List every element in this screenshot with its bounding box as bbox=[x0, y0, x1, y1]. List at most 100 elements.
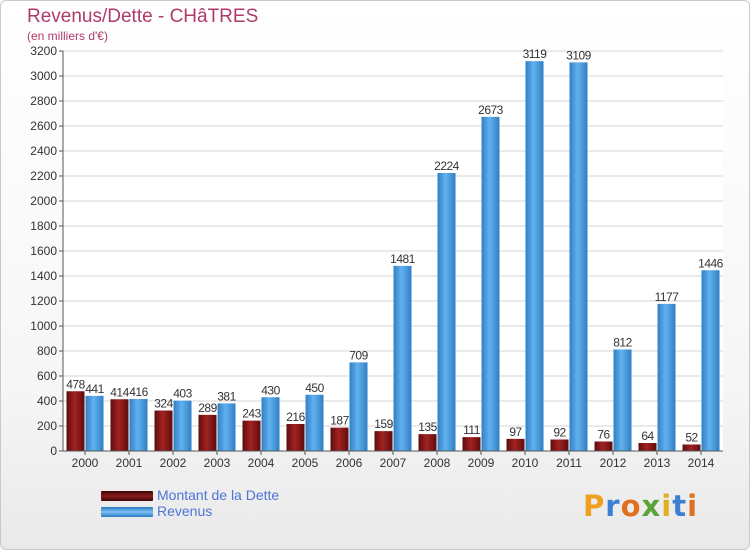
bar-dette bbox=[682, 444, 701, 451]
bar-dette bbox=[154, 410, 173, 451]
data-label-revenus: 381 bbox=[217, 389, 236, 403]
legend-label-debt: Montant de la Dette bbox=[157, 487, 280, 503]
bar-revenus bbox=[85, 395, 104, 451]
x-tick-label: 2009 bbox=[468, 456, 495, 470]
x-tick-label: 2010 bbox=[512, 456, 539, 470]
data-label-revenus: 709 bbox=[349, 348, 368, 362]
y-tick-label: 1400 bbox=[30, 269, 57, 283]
proxiti-logo: Proxiti bbox=[583, 489, 698, 523]
y-tick-label: 2000 bbox=[30, 194, 57, 208]
y-tick-label: 3000 bbox=[30, 69, 57, 83]
labels-layer: 0 200 400 600 800 1000 1200 1400 1600 1800 2000 220… bbox=[30, 44, 724, 470]
bars-layer bbox=[66, 61, 720, 451]
bar-dette bbox=[374, 431, 393, 451]
y-tick-label: 2400 bbox=[30, 144, 57, 158]
bar-revenus bbox=[393, 265, 412, 451]
bar-dette bbox=[462, 437, 481, 451]
data-label-dette: 289 bbox=[198, 401, 217, 415]
data-label-dette: 52 bbox=[685, 431, 698, 445]
legend-swatch-debt bbox=[101, 491, 153, 501]
bar-revenus bbox=[701, 270, 720, 451]
data-label-revenus: 430 bbox=[261, 383, 280, 397]
bar-dette bbox=[198, 414, 217, 451]
data-label-dette: 92 bbox=[553, 426, 566, 440]
x-tick-label: 2006 bbox=[336, 456, 363, 470]
data-label-dette: 414 bbox=[110, 385, 129, 399]
bar-dette bbox=[286, 424, 305, 451]
bar-revenus bbox=[129, 399, 148, 451]
y-tick-label: 800 bbox=[37, 344, 57, 358]
bar-revenus bbox=[173, 400, 192, 451]
x-tick-label: 2001 bbox=[116, 456, 143, 470]
bar-dette bbox=[418, 434, 437, 451]
bar-dette bbox=[594, 441, 613, 451]
bar-revenus bbox=[525, 61, 544, 451]
data-label-revenus: 3109 bbox=[566, 48, 592, 62]
logo-letter: i bbox=[687, 489, 699, 523]
y-tick-label: 1200 bbox=[30, 294, 57, 308]
logo-letter: o bbox=[620, 489, 642, 523]
data-label-revenus: 416 bbox=[129, 385, 148, 399]
data-label-revenus: 450 bbox=[305, 381, 324, 395]
bar-revenus bbox=[305, 394, 324, 451]
logo-letter: t bbox=[672, 489, 688, 523]
data-label-dette: 111 bbox=[463, 423, 481, 437]
data-label-revenus: 3119 bbox=[523, 47, 548, 61]
y-tick-label: 1000 bbox=[30, 319, 57, 333]
bar-dette bbox=[638, 443, 657, 451]
y-tick-label: 2200 bbox=[30, 169, 57, 183]
x-tick-label: 2002 bbox=[160, 456, 187, 470]
logo-letter: x bbox=[641, 489, 662, 523]
bar-dette bbox=[550, 439, 569, 451]
y-tick-label: 1600 bbox=[30, 244, 57, 258]
data-label-dette: 76 bbox=[597, 428, 610, 442]
y-tick-label: 0 bbox=[50, 444, 57, 458]
grid-layer bbox=[63, 50, 723, 452]
data-label-dette: 478 bbox=[66, 377, 85, 391]
data-label-dette: 97 bbox=[509, 425, 522, 439]
y-tick-label: 3200 bbox=[30, 44, 57, 58]
x-tick-label: 2008 bbox=[424, 456, 451, 470]
x-tick-label: 2004 bbox=[248, 456, 275, 470]
bar-revenus bbox=[349, 362, 368, 451]
logo-letter: i bbox=[661, 489, 673, 523]
x-tick-label: 2000 bbox=[72, 456, 99, 470]
x-tick-label: 2012 bbox=[600, 456, 627, 470]
data-label-dette: 135 bbox=[418, 420, 437, 434]
bar-dette bbox=[330, 427, 349, 451]
bar-dette bbox=[506, 438, 525, 451]
data-label-dette: 216 bbox=[286, 410, 305, 424]
x-tick-label: 2005 bbox=[292, 456, 319, 470]
data-label-dette: 159 bbox=[374, 417, 393, 431]
data-label-revenus: 1446 bbox=[698, 256, 724, 270]
data-label-dette: 243 bbox=[242, 407, 261, 421]
y-tick-label: 2600 bbox=[30, 119, 57, 133]
chart-subtitle: (en milliers d'€) bbox=[27, 29, 108, 43]
legend-label-revenus: Revenus bbox=[157, 503, 213, 519]
data-label-dette: 64 bbox=[641, 429, 654, 443]
x-tick-label: 2003 bbox=[204, 456, 231, 470]
bar-revenus bbox=[437, 173, 456, 451]
chart-title: Revenus/Dette - CHâTRES bbox=[27, 6, 259, 27]
bar-revenus bbox=[569, 62, 588, 451]
legend-swatch-revenus bbox=[101, 507, 153, 517]
x-tick-label: 2007 bbox=[380, 456, 407, 470]
bar-revenus bbox=[657, 303, 676, 451]
y-tick-label: 600 bbox=[37, 369, 57, 383]
data-label-revenus: 1481 bbox=[390, 252, 416, 266]
bar-revenus bbox=[481, 116, 500, 451]
bar-revenus bbox=[261, 397, 280, 451]
x-tick-label: 2013 bbox=[644, 456, 671, 470]
data-label-revenus: 403 bbox=[173, 387, 192, 401]
data-label-revenus: 2673 bbox=[478, 103, 504, 117]
x-tick-label: 2014 bbox=[688, 456, 715, 470]
data-label-revenus: 2224 bbox=[434, 159, 460, 173]
y-tick-label: 2800 bbox=[30, 94, 57, 108]
y-tick-label: 200 bbox=[37, 419, 57, 433]
logo-letter: r bbox=[605, 489, 621, 523]
data-label-revenus: 441 bbox=[85, 382, 104, 396]
data-label-dette: 187 bbox=[330, 414, 349, 428]
bar-revenus bbox=[613, 349, 632, 451]
